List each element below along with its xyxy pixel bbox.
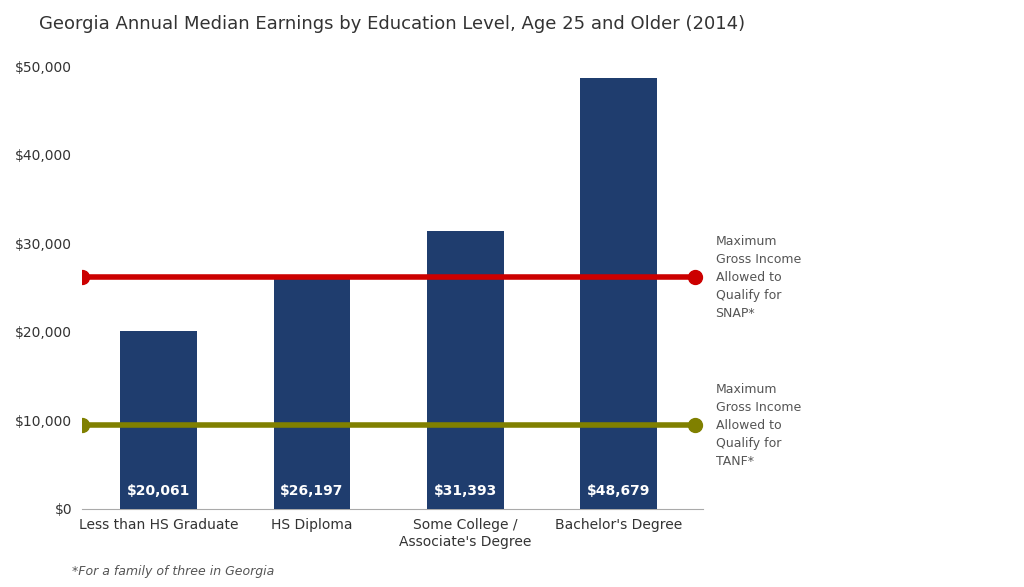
Text: $20,061: $20,061	[127, 484, 190, 498]
Bar	[427, 231, 504, 508]
Title: Georgia Annual Median Earnings by Education Level, Age 25 and Older (2014): Georgia Annual Median Earnings by Educat…	[39, 15, 745, 33]
Text: Maximum
Gross Income
Allowed to
Qualify for
TANF*: Maximum Gross Income Allowed to Qualify …	[716, 383, 801, 468]
Bar	[273, 277, 350, 508]
Text: Maximum
Gross Income
Allowed to
Qualify for
SNAP*: Maximum Gross Income Allowed to Qualify …	[716, 235, 801, 320]
Text: $26,197: $26,197	[281, 484, 344, 498]
Text: $9,408: $9,408	[436, 404, 495, 419]
Text: *For a family of three in Georgia: *For a family of three in Georgia	[72, 565, 274, 578]
Text: $31,393: $31,393	[434, 484, 497, 498]
Text: $26,124: $26,124	[430, 257, 500, 271]
Text: $48,679: $48,679	[587, 484, 650, 498]
Bar	[581, 78, 657, 508]
Bar	[120, 331, 197, 508]
